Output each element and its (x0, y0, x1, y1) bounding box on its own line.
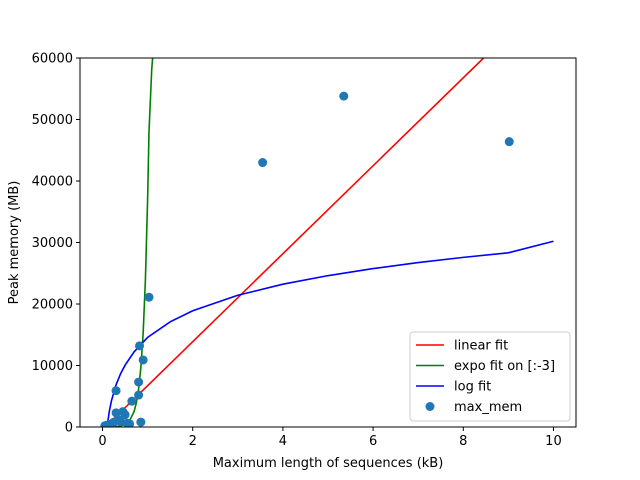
legend-entry-label: max_mem (454, 400, 522, 415)
scatter-point (339, 91, 349, 101)
series-line-linear (104, 58, 485, 427)
scatter-point (258, 158, 268, 168)
legend-entry-label: linear fit (454, 339, 508, 354)
y-tick-label: 40000 (32, 175, 73, 190)
scatter-point (111, 408, 121, 418)
scatter-point (504, 137, 514, 147)
scatter-point (120, 410, 130, 420)
x-tick-label: 10 (545, 434, 562, 449)
scatter-point (135, 341, 145, 351)
y-tick-label: 0 (65, 421, 73, 436)
scatter-point (144, 292, 154, 302)
y-tick-label: 50000 (32, 113, 73, 128)
scatter-points (100, 91, 514, 427)
scatter-point (125, 419, 135, 427)
x-tick-label: 0 (98, 434, 106, 449)
scatter-point (134, 390, 144, 400)
x-tick-label: 8 (459, 434, 467, 449)
scatter-point (127, 396, 137, 406)
legend-entry-label: log fit (454, 380, 491, 395)
legend: linear fit expo fit on [:-3] log fit max_me… (409, 331, 571, 422)
x-tick-label: 6 (369, 434, 377, 449)
legend-entry-label: expo fit on [:-3] (454, 359, 555, 374)
x-axis-label: Maximum length of sequences (kB) (213, 456, 444, 471)
y-tick-label: 30000 (32, 236, 73, 251)
y-tick-label: 20000 (32, 298, 73, 313)
y-axis-ticks: 0 10000 20000 30000 40000 50000 60000 (32, 52, 80, 436)
series-line-exponential (102, 58, 154, 427)
y-tick-label: 60000 (32, 52, 73, 67)
y-tick-label: 10000 (32, 359, 73, 374)
x-tick-label: 4 (279, 434, 287, 449)
scatter-point (136, 417, 146, 427)
scatter-point (111, 386, 121, 396)
legend-box (409, 331, 571, 422)
legend-swatch (425, 402, 435, 411)
x-tick-label: 2 (189, 434, 197, 449)
scatter-point (138, 355, 148, 365)
scatter-point (134, 377, 144, 387)
x-axis-ticks: 0 2 4 6 8 10 (98, 427, 562, 449)
scatter-point (116, 416, 126, 426)
y-axis-label: Peak memory (MB) (7, 181, 22, 305)
